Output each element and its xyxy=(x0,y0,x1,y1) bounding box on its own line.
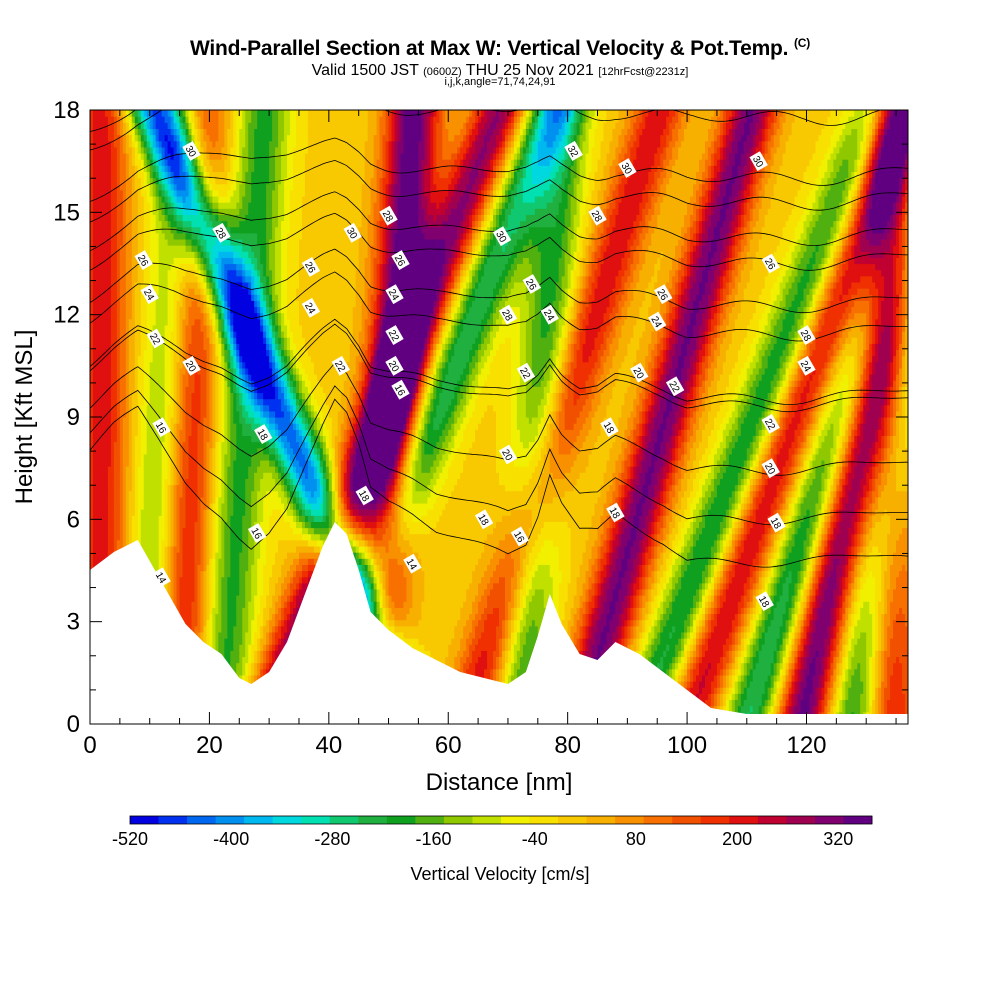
cross-section-chart: 141416 161818 181818 1818161620 202020202222… xyxy=(0,0,1000,1000)
vertical-velocity-field xyxy=(90,104,909,725)
